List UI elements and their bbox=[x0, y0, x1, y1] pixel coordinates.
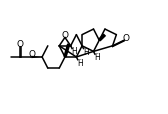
Text: Ḣ: Ḣ bbox=[77, 58, 83, 67]
Polygon shape bbox=[32, 56, 42, 59]
Text: H: H bbox=[72, 47, 77, 56]
Text: Ḣ: Ḣ bbox=[94, 53, 100, 62]
Text: O: O bbox=[17, 39, 24, 48]
Text: O: O bbox=[61, 31, 68, 40]
Text: O: O bbox=[122, 34, 129, 43]
Text: Ḣ: Ḣ bbox=[83, 47, 89, 56]
Text: O: O bbox=[29, 50, 36, 59]
